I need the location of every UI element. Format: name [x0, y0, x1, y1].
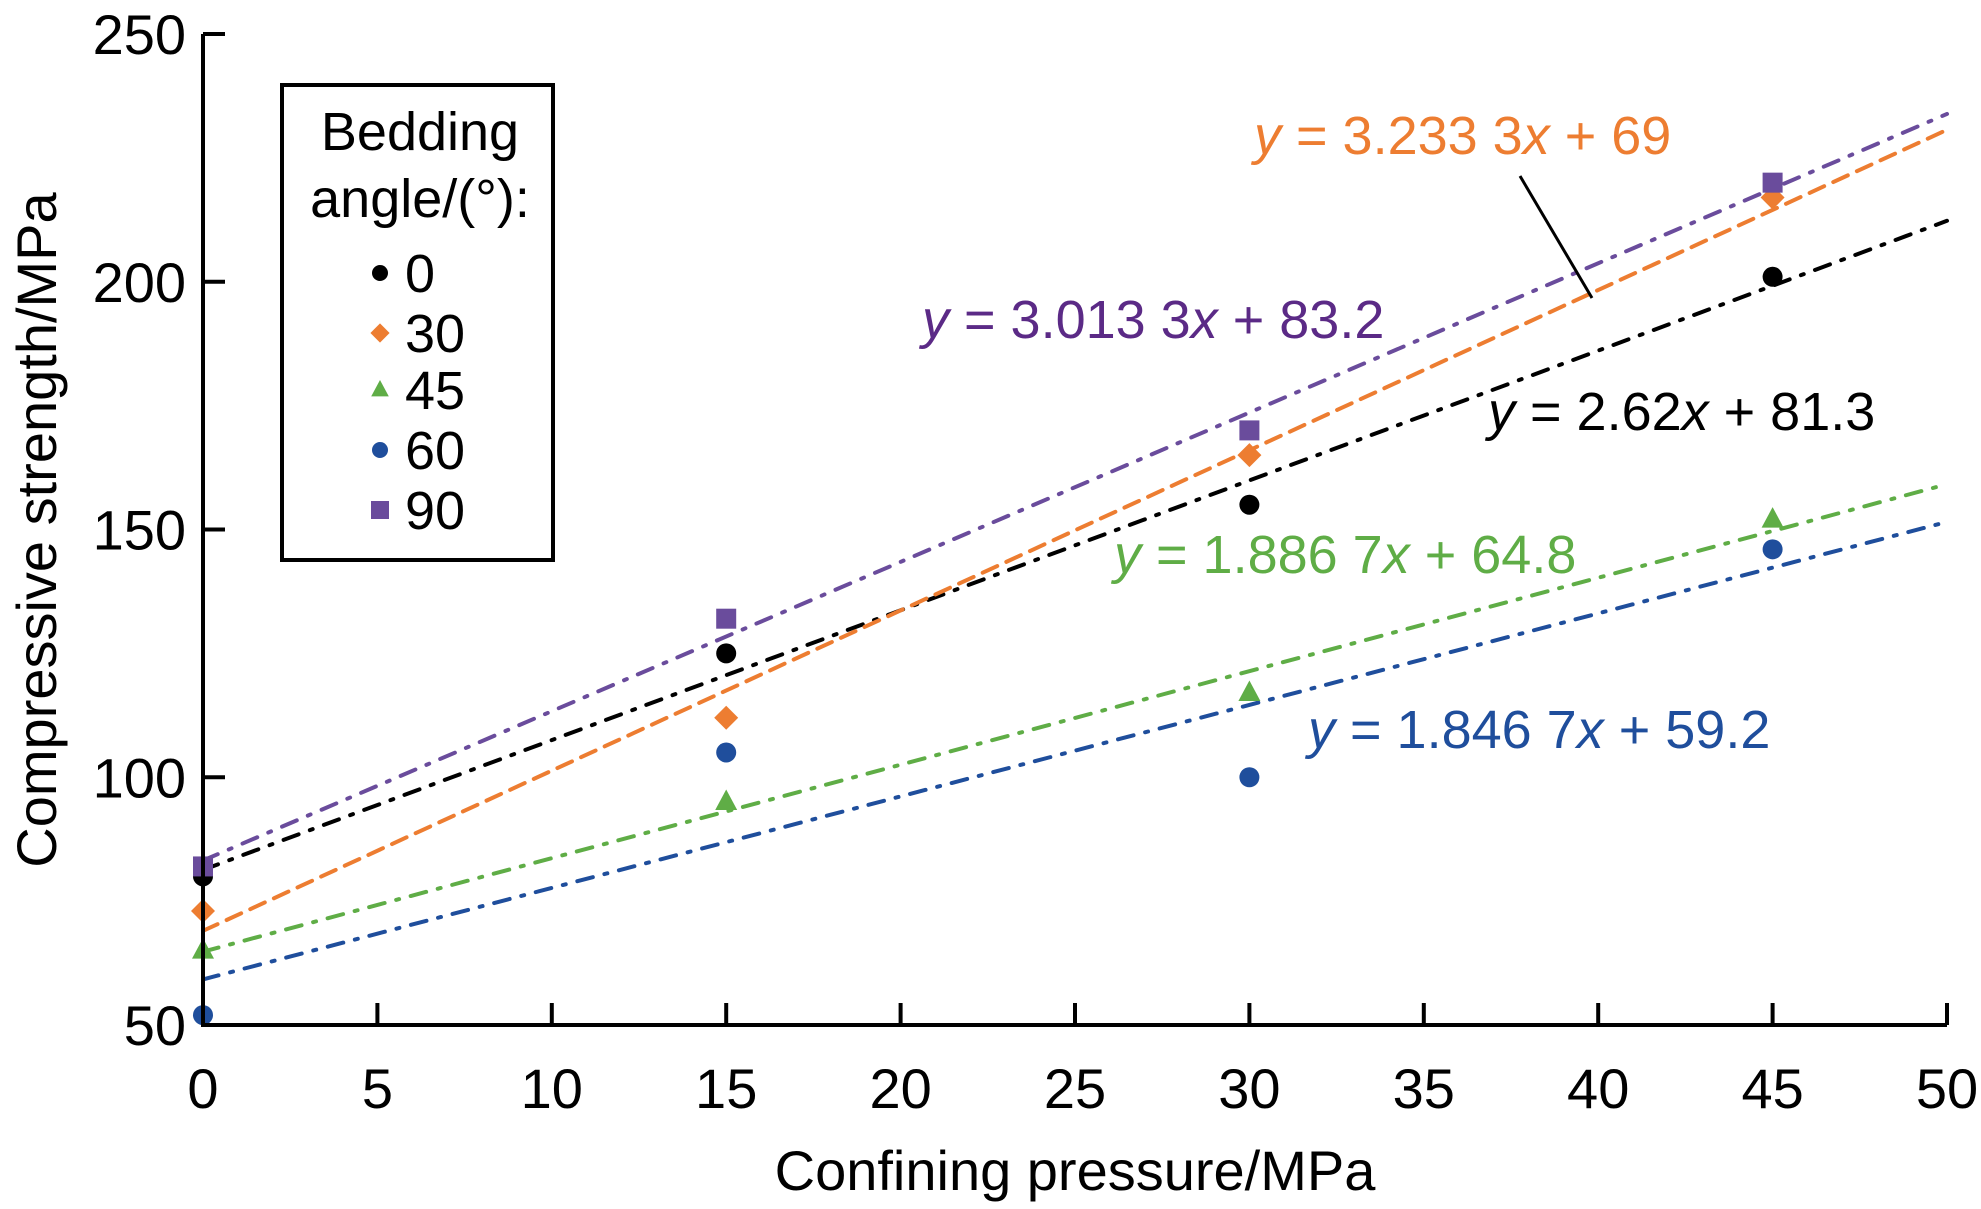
equation-60: y = 1.846 7x + 59.2 — [1304, 700, 1770, 760]
legend-label: 30 — [405, 304, 465, 364]
tick-labels: 0 5 10 15 20 25 30 35 40 45 50 50 100 150 200 250 — [93, 3, 1979, 1120]
x-tick-label: 30 — [1218, 1057, 1280, 1120]
equations: y = 2.62x + 81.3 y = 3.233 3x + 69 y = 1.8… — [918, 106, 1875, 760]
data-point-90 — [716, 608, 737, 629]
y-tick-label: 100 — [93, 746, 186, 809]
legend-item-30: 30 — [370, 304, 465, 364]
data-point-60 — [1239, 767, 1260, 788]
fit-line-30 — [201, 127, 1949, 933]
data-point-60 — [1762, 539, 1783, 560]
axes — [201, 32, 1949, 1027]
legend-title-line1: Bedding — [321, 102, 519, 162]
y-tick-label: 200 — [93, 251, 186, 314]
legend-item-90: 90 — [371, 481, 465, 541]
data-point-45 — [1238, 680, 1261, 702]
data-point-45 — [715, 789, 738, 811]
x-tick-label: 25 — [1044, 1057, 1106, 1120]
y-tick-label: 50 — [124, 994, 186, 1057]
y-tick-label: 250 — [93, 3, 186, 66]
data-point-45 — [1761, 507, 1784, 528]
equation-0: y = 2.62x + 81.3 — [1484, 382, 1875, 442]
x-tick-label: 5 — [362, 1057, 393, 1120]
x-tick-label: 45 — [1741, 1057, 1803, 1120]
x-tick-label: 0 — [187, 1057, 218, 1120]
legend-marker-0 — [372, 265, 388, 281]
legend-marker-60 — [372, 442, 388, 458]
fit-line-60 — [201, 519, 1949, 982]
x-tick-label: 35 — [1393, 1057, 1455, 1120]
x-tick-label: 50 — [1916, 1057, 1978, 1120]
x-axis-title: Confining pressure/MPa — [775, 1139, 1377, 1202]
legend-item-0: 0 — [372, 244, 435, 304]
equation-30: y = 3.233 3x + 69 — [1250, 106, 1671, 166]
equation-90: y = 3.013 3x + 83.2 — [918, 290, 1384, 350]
equation-45: y = 1.886 7x + 64.8 — [1110, 525, 1576, 585]
legend-marker-90 — [371, 501, 389, 519]
data-point-0 — [1762, 266, 1783, 287]
data-point-90 — [1762, 172, 1783, 193]
legend-item-60: 60 — [372, 421, 465, 481]
legend-label: 90 — [405, 481, 465, 541]
legend-item-45: 45 — [371, 361, 465, 421]
fit-line-0 — [201, 218, 1949, 872]
legend-title-line2: angle/(°): — [310, 169, 530, 229]
x-tick-label: 20 — [869, 1057, 931, 1120]
data-point-60 — [716, 742, 737, 763]
fit-line-90 — [201, 111, 1949, 863]
data-point-0 — [716, 643, 737, 664]
y-axis-title: Compressive strength/MPa — [5, 191, 68, 867]
data-point-90 — [1239, 420, 1260, 441]
x-tick-label: 40 — [1567, 1057, 1629, 1120]
y-tick-label: 150 — [93, 499, 186, 562]
annotation-leader-line — [1518, 175, 1594, 299]
data-point-30 — [1237, 443, 1262, 468]
fit-lines — [201, 111, 1949, 982]
fit-line-45 — [201, 482, 1949, 954]
x-tick-label: 10 — [521, 1057, 583, 1120]
legend-label: 0 — [405, 244, 435, 304]
x-tick-label: 15 — [695, 1057, 757, 1120]
legend-box — [280, 83, 555, 562]
legend-label: 60 — [405, 421, 465, 481]
data-point-0 — [1239, 494, 1260, 515]
data-point-30 — [714, 705, 739, 730]
legend-marker-45 — [371, 380, 389, 397]
legend-label: 45 — [405, 361, 465, 421]
legend-marker-30 — [370, 323, 390, 343]
